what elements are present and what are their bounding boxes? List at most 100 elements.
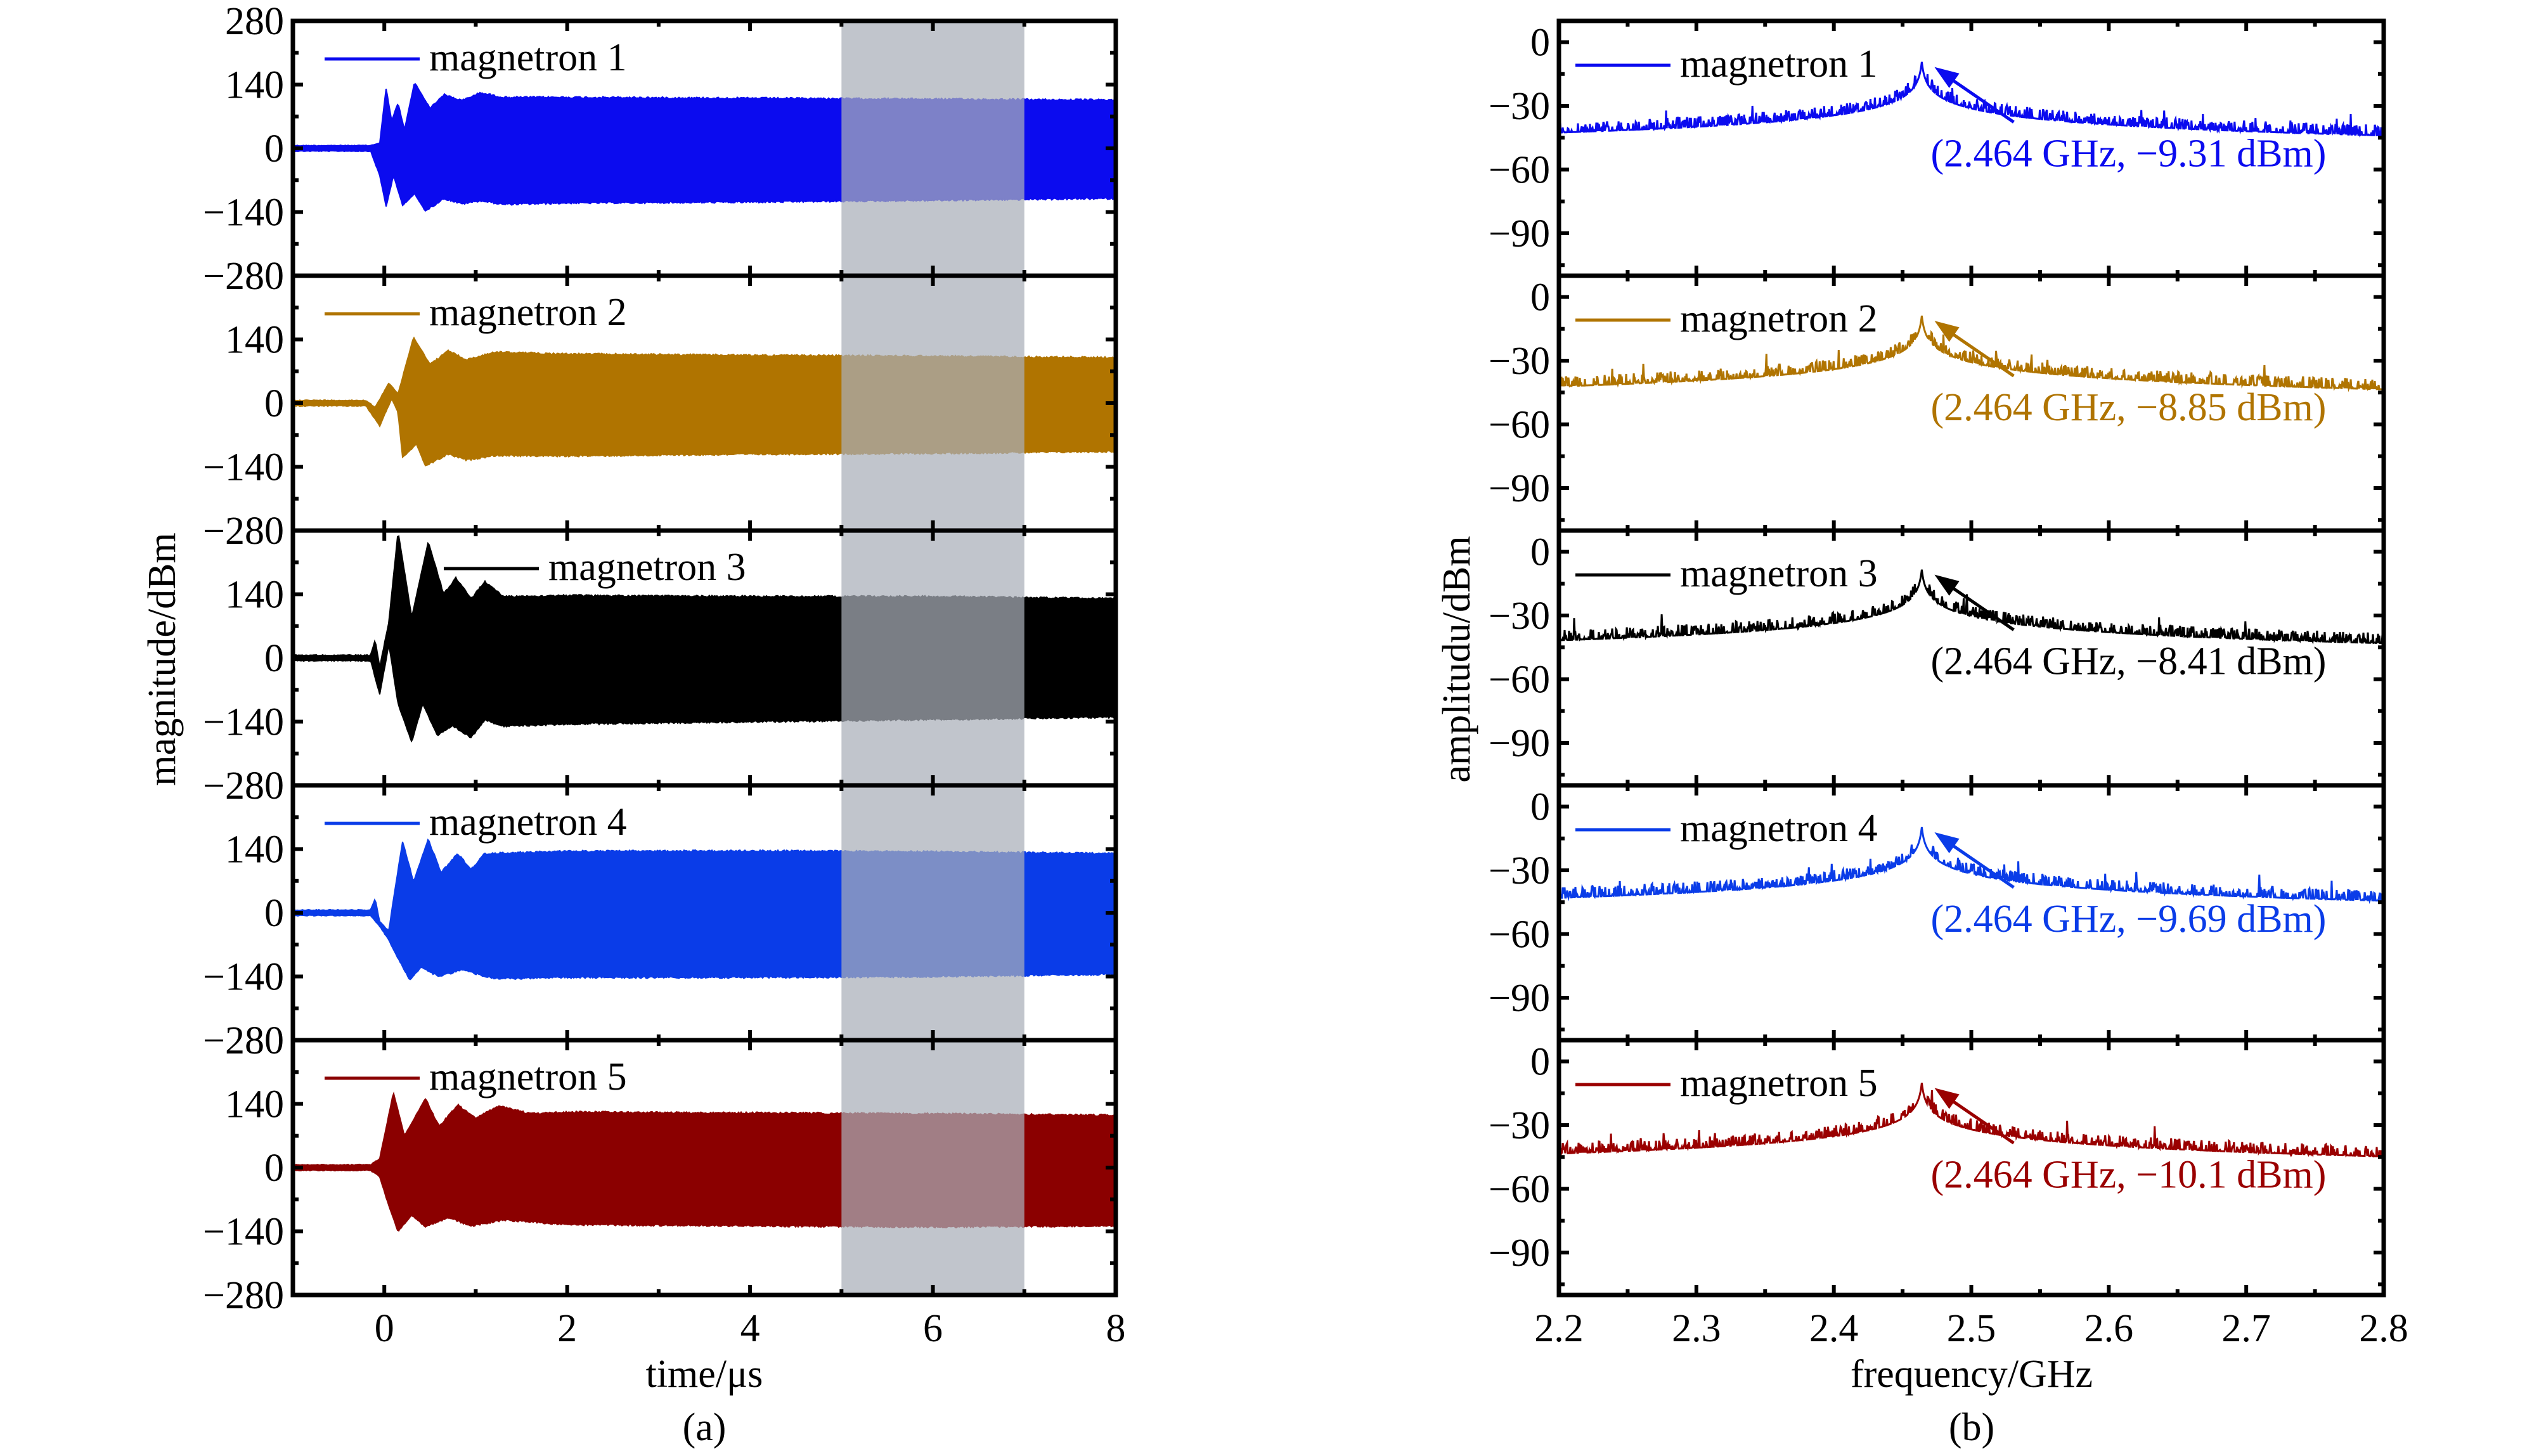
left-y-axis-label: magnitude/dBm — [141, 532, 184, 786]
y-tick-label: −30 — [1489, 849, 1550, 892]
y-tick-label: 280 — [225, 0, 284, 43]
y-tick-label: 0 — [264, 382, 284, 425]
x-tick-label: 2.3 — [1672, 1307, 1721, 1350]
y-tick-label: −60 — [1489, 404, 1550, 447]
peak-annotation: (2.464 GHz, −9.69 dBm) — [1930, 898, 2326, 941]
peak-annotation: (2.464 GHz, −8.85 dBm) — [1930, 386, 2326, 429]
legend-label: magnetron 1 — [429, 36, 627, 79]
spectrum-trace — [1559, 315, 2384, 392]
y-tick-label: −140 — [203, 446, 284, 489]
y-tick-label: 0 — [264, 637, 284, 680]
x-tick-label: 2.4 — [1809, 1307, 1859, 1350]
highlight-band — [841, 21, 1024, 276]
y-tick-label: −280 — [203, 255, 284, 298]
y-tick-label: −140 — [203, 191, 284, 235]
spectrum-trace — [1559, 1083, 2384, 1158]
y-tick-label: −280 — [203, 1019, 284, 1062]
y-tick-label: 0 — [1530, 531, 1550, 574]
y-tick-label: −90 — [1489, 467, 1550, 510]
y-tick-label: −60 — [1489, 659, 1550, 702]
spectrum-panel-2: 0 −30 −60 −90 magnetron 2 (2.464 GHz, −8.85 d… — [1489, 273, 2386, 533]
legend-label: magnetron 1 — [1680, 42, 1878, 86]
annotation-arrow-head — [1934, 321, 1960, 342]
right-x-axis-label: frequency/GHz — [1851, 1353, 2093, 1396]
annotation-arrow-head — [1934, 574, 1960, 596]
x-tick-label: 2 — [557, 1307, 577, 1350]
x-tick-label: 2.2 — [1534, 1307, 1584, 1350]
y-tick-label: −140 — [203, 701, 284, 744]
time-panel-3: −280 −140 0 140 magnetron 3 — [203, 528, 1118, 808]
y-tick-label: −90 — [1489, 722, 1550, 765]
spectrum-trace — [1559, 61, 2384, 138]
peak-annotation: (2.464 GHz, −9.31 dBm) — [1930, 132, 2326, 176]
y-tick-label: 0 — [264, 1147, 284, 1190]
highlight-band — [841, 276, 1024, 531]
y-tick-label: −30 — [1489, 85, 1550, 128]
legend-label: magnetron 3 — [548, 546, 746, 589]
y-tick-label: 0 — [264, 892, 284, 935]
y-tick-label: 0 — [264, 127, 284, 171]
highlight-band — [841, 1040, 1024, 1295]
legend-label: magnetron 4 — [1680, 807, 1878, 850]
y-tick-label: −280 — [203, 764, 284, 808]
y-tick-label: 140 — [225, 319, 284, 362]
highlight-band — [841, 785, 1024, 1040]
x-tick-label: 4 — [740, 1307, 760, 1350]
y-tick-label: 0 — [1530, 276, 1550, 319]
right-y-axis-label: amplitudu/dBm — [1435, 536, 1478, 782]
annotation-arrow-head — [1934, 1088, 1960, 1109]
spectrum-panel-1: 0 −30 −60 −90 magnetron 1 (2.464 GHz, −9.31 d… — [1489, 18, 2386, 278]
y-tick-label: −140 — [203, 956, 284, 999]
y-tick-label: −140 — [203, 1211, 284, 1254]
legend-label: magnetron 5 — [429, 1055, 627, 1098]
y-tick-label: −90 — [1489, 977, 1550, 1020]
y-tick-label: 0 — [1530, 1041, 1550, 1084]
y-tick-label: 140 — [225, 574, 284, 617]
x-tick-label: 2.7 — [2221, 1307, 2271, 1350]
time-panel-5: −280 −140 0 140 magnetron 5 — [203, 1038, 1118, 1317]
y-tick-label: −30 — [1489, 1104, 1550, 1147]
spectrum-panel-5: 0 −30 −60 −90 magnetron 5 (2.464 GHz, −10.1 d… — [1489, 1038, 2386, 1298]
legend-label: magnetron 2 — [429, 291, 627, 334]
time-panel-2: −280 −140 0 140 magnetron 2 — [203, 273, 1118, 553]
annotation-arrow-head — [1934, 832, 1960, 854]
spectrum-trace — [1559, 827, 2384, 905]
spectrum-panel-4: 0 −30 −60 −90 magnetron 4 (2.464 GHz, −9.69 d… — [1489, 783, 2386, 1043]
x-tick-label: 0 — [375, 1307, 394, 1350]
right-panel-caption: (b) — [1949, 1406, 1994, 1449]
x-tick-label: 2.6 — [2084, 1307, 2134, 1350]
y-tick-label: −30 — [1489, 595, 1550, 638]
left-x-axis-label: time/μs — [646, 1353, 763, 1396]
y-tick-label: −280 — [203, 510, 284, 553]
x-tick-label: 2.5 — [1947, 1307, 1996, 1350]
legend-label: magnetron 3 — [1680, 552, 1878, 595]
y-tick-label: −280 — [203, 1274, 284, 1317]
peak-annotation: (2.464 GHz, −10.1 dBm) — [1930, 1153, 2326, 1196]
y-tick-label: −90 — [1489, 212, 1550, 255]
annotation-arrow-head — [1934, 67, 1960, 88]
legend-label: magnetron 2 — [1680, 297, 1878, 340]
legend-label: magnetron 4 — [429, 801, 627, 844]
y-tick-label: −90 — [1489, 1232, 1550, 1275]
x-tick-label: 8 — [1106, 1307, 1126, 1350]
highlight-band — [841, 531, 1024, 785]
time-panel-1: −280 −140 0 140 280 magnetron 1 — [203, 0, 1118, 298]
spectrum-chart: 0 −30 −60 −90 magnetron 1 (2.464 GHz, −9.31 d… — [1489, 18, 2408, 1350]
y-tick-label: 0 — [1530, 22, 1550, 65]
left-panel-caption: (a) — [683, 1406, 727, 1449]
spectrum-panel-3: 0 −30 −60 −90 magnetron 3 (2.464 GHz, −8.41 d… — [1489, 528, 2386, 788]
y-tick-label: −60 — [1489, 913, 1550, 957]
y-tick-label: 0 — [1530, 786, 1550, 829]
peak-annotation: (2.464 GHz, −8.41 dBm) — [1930, 640, 2326, 683]
time-panel-4: −280 −140 0 140 magnetron 4 — [203, 783, 1118, 1062]
y-tick-label: 140 — [225, 1083, 284, 1126]
y-tick-label: −60 — [1489, 1168, 1550, 1211]
y-tick-label: 140 — [225, 64, 284, 107]
spectrum-trace — [1559, 569, 2384, 645]
y-tick-label: 140 — [225, 828, 284, 872]
legend-label: magnetron 5 — [1680, 1062, 1878, 1105]
y-tick-label: −60 — [1489, 149, 1550, 192]
x-tick-label: 2.8 — [2359, 1307, 2408, 1350]
